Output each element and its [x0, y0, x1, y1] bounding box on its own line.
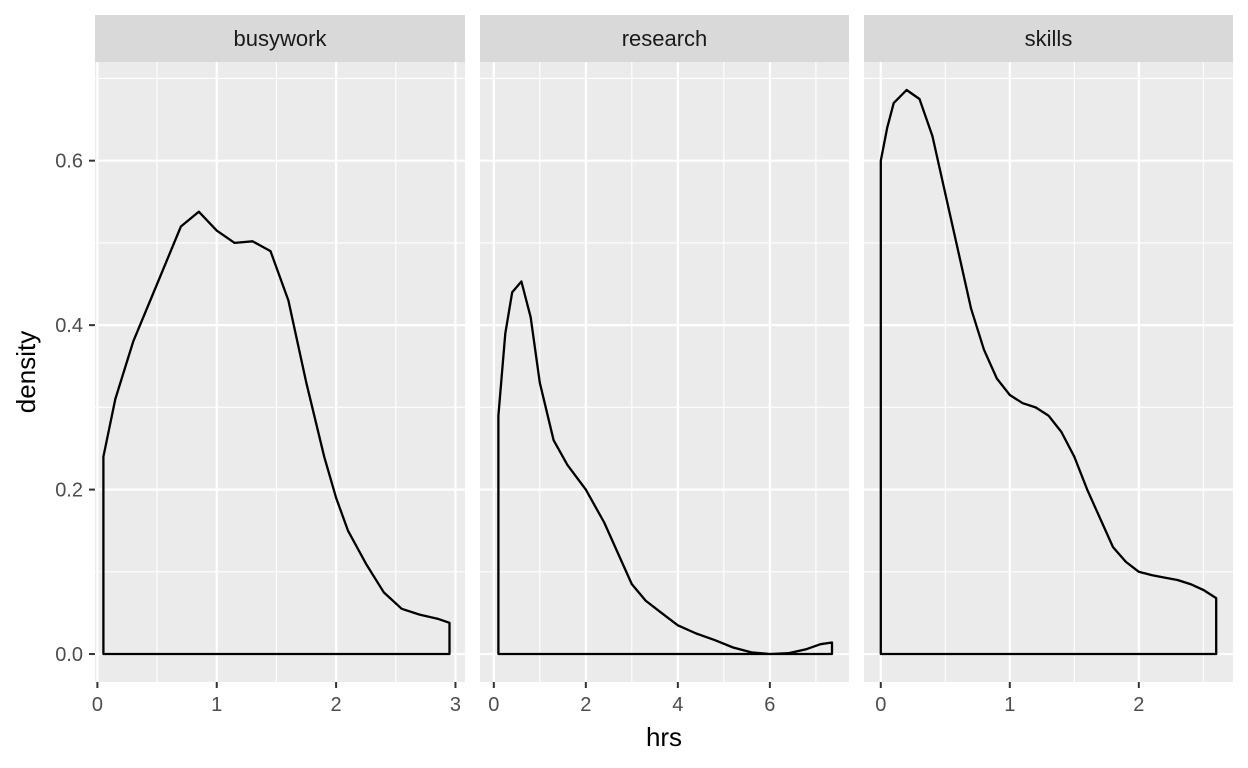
facet-research-panel	[480, 62, 849, 682]
facet-research-x-tick-label: 6	[764, 694, 775, 716]
facet-busywork-x-tick-label: 3	[450, 694, 461, 716]
facet-busywork-strip-label: busywork	[234, 26, 328, 51]
y-tick-label: 0.2	[55, 480, 83, 502]
facet-skills-x-tick-label: 2	[1133, 694, 1144, 716]
facet-busywork-x-tick-label: 1	[211, 694, 222, 716]
facet-busywork-strip	[95, 15, 465, 62]
facet-busywork-panel	[95, 62, 465, 682]
facet-skills-panel	[864, 62, 1233, 682]
facet-research-x-tick-label: 0	[488, 694, 499, 716]
facet-research-x-tick-label: 2	[580, 694, 591, 716]
facet-busywork-density-curve	[102, 210, 451, 656]
facet-research-density-curve	[497, 280, 834, 656]
facet-busywork-x-tick-label: 2	[331, 694, 342, 716]
facet-skills-strip	[864, 15, 1233, 62]
facet-skills-strip-label: skills	[1025, 26, 1073, 51]
facet-busywork-x-tick-label: 0	[92, 694, 103, 716]
facet-research-strip	[480, 15, 849, 62]
facet-skills-x-tick-label: 1	[1004, 694, 1015, 716]
y-tick-label: 0.0	[55, 644, 83, 666]
facet-research-x-tick-label: 4	[672, 694, 683, 716]
y-tick-label: 0.4	[55, 315, 83, 337]
facet-skills-density-curve	[879, 88, 1218, 656]
y-tick-label: 0.6	[55, 151, 83, 173]
y-axis-title: density	[11, 331, 41, 413]
facet-research-strip-label: research	[622, 26, 708, 51]
facet-skills-x-tick-label: 0	[875, 694, 886, 716]
x-axis-title: hrs	[646, 722, 682, 752]
